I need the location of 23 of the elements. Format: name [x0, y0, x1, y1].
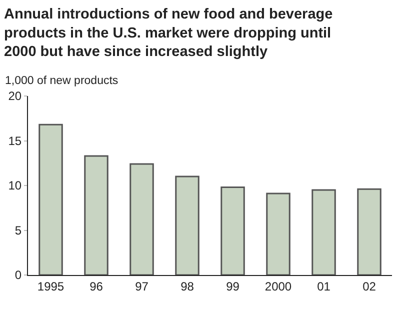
bar [357, 188, 382, 275]
x-tick-label: 97 [135, 279, 149, 294]
x-tick-label: 1995 [37, 279, 64, 294]
bar [84, 155, 108, 275]
x-tick-label: 01 [317, 279, 331, 294]
bar [38, 124, 63, 275]
y-tick-label: 20 [8, 89, 22, 104]
y-tick-label: 5 [14, 223, 22, 238]
x-tick-label: 99 [226, 279, 240, 294]
bar [312, 189, 336, 275]
bar [130, 163, 154, 275]
chart-title: Annual introductions of new food and beverage products in the U.S. market were dropping until 2000 but have since increased slightly [4, 6, 333, 60]
x-tick-label: 2000 [264, 279, 292, 294]
y-tick-label: 15 [8, 134, 22, 148]
bar [220, 186, 245, 275]
y-tick-label: 10 [8, 178, 22, 193]
x-tick-label: 98 [180, 279, 194, 294]
y-axis-title: 1,000 of new products [5, 75, 118, 87]
x-tick-label: 96 [90, 279, 104, 294]
bar [266, 192, 290, 275]
y-tick-label: 0 [14, 268, 22, 282]
bar [175, 176, 200, 275]
x-tick-label: 02 [362, 279, 376, 294]
